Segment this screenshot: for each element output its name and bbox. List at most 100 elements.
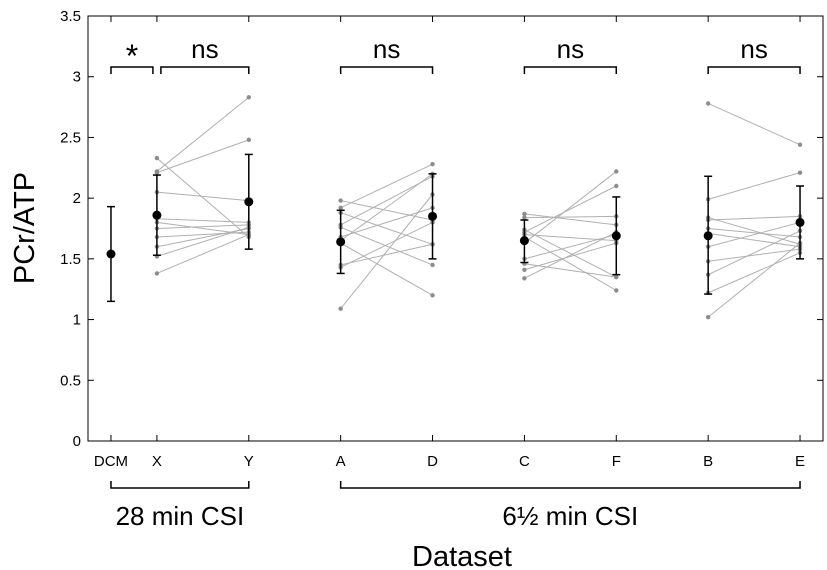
individual-point-a [338, 198, 343, 203]
x-tick-label-c: C [519, 453, 530, 470]
y-axis-title: PCr/ATP [9, 172, 41, 284]
individual-point-b [705, 101, 711, 106]
paired-line-c-f [524, 242, 617, 271]
x-tick-label-f: F [612, 453, 621, 470]
paired-line-c-f [524, 185, 617, 233]
individual-point-d [430, 161, 435, 167]
paired-line-a-d [340, 163, 433, 209]
significance-annotations: * ns ns ns ns [110, 34, 801, 74]
individual-point-e [797, 142, 803, 147]
paired-line-b-e [708, 232, 801, 248]
x-tick-label-a: A [336, 453, 346, 470]
paired-line-b-e [707, 252, 801, 294]
individual-point-c [522, 211, 527, 217]
individual-point-y [246, 137, 251, 143]
paired-line-a-d [340, 194, 433, 309]
paired-line-x-y [156, 231, 249, 238]
paired-line-a-d [340, 200, 433, 221]
paired-line-c-f [524, 236, 617, 291]
paired-line-b-e [708, 215, 801, 221]
x-axis-title: Dataset [412, 541, 512, 570]
y-tick-label: 3.5 [60, 8, 81, 25]
individual-point-x [154, 271, 160, 276]
significance-label-c-f: ns [557, 34, 584, 64]
significance-bracket-b-e [707, 66, 801, 74]
paired-line-c-f [524, 234, 617, 260]
individual-point-c [522, 215, 527, 220]
significance-bracket-dcm-x [110, 66, 154, 74]
group-label-6-min-csi: 6½ min CSI [502, 501, 638, 531]
individual-point-f [614, 169, 619, 174]
plot-frame [87, 15, 824, 442]
paired-line-a-d [340, 226, 433, 266]
mean-point-d [428, 211, 438, 221]
significance-label-a-d: ns [373, 34, 400, 64]
significance-label-b-e: ns [740, 34, 767, 64]
paired-line-x-y [156, 224, 249, 229]
significance-bracket-a-d [339, 66, 434, 74]
x-tick-label-dcm: DCM [94, 453, 128, 470]
individual-point-a [338, 306, 343, 311]
summary-points [106, 153, 805, 303]
paired-line-b-e [707, 242, 801, 318]
individual-point-d [430, 262, 435, 268]
mean-point-y [244, 197, 254, 207]
paired-line-x-y [156, 157, 250, 238]
paired-line-x-y [156, 234, 249, 274]
individual-point-e [797, 170, 803, 175]
significance-label-x-y: ns [191, 34, 218, 64]
mean-point-dcm [106, 249, 116, 259]
paired-line-x-y [156, 96, 250, 172]
individual-point-f [614, 274, 619, 280]
y-tick-label: 0 [73, 433, 81, 450]
paired-line-c-f [524, 229, 617, 278]
paired-line-a-d [340, 173, 433, 242]
mean-point-x [152, 210, 162, 220]
paired-line-b-e [707, 102, 801, 146]
paired-line-c-f [524, 171, 617, 244]
x-tick-label-x: X [152, 453, 162, 470]
mean-point-c [519, 236, 529, 246]
y-tick-label: 2.5 [60, 129, 81, 146]
group-label-28-min-csi: 28 min CSI [116, 501, 245, 531]
x-tick-label-d: D [427, 453, 438, 470]
paired-line-a-d [340, 212, 433, 245]
paired-line-b-e [708, 228, 801, 238]
mean-point-b [703, 231, 713, 241]
y-tick-label: 0.5 [60, 372, 81, 389]
paired-line-c-f [524, 213, 617, 226]
individual-point-c [522, 267, 527, 272]
individual-point-f [614, 288, 619, 293]
paired-line-b-e [708, 248, 801, 262]
significance-label-dcm-x: * [126, 38, 138, 74]
group-bracket-6-min-csi [339, 481, 801, 489]
paired-line-b-e [708, 217, 801, 245]
y-tick-label: 3 [73, 69, 81, 86]
y-tick-label: 1 [73, 312, 81, 329]
plot-axes: 0 0.5 1 1.5 2 2.5 3 3.5 DCM X Y A D C F B E [60, 8, 824, 470]
y-tick-label: 1.5 [60, 251, 81, 268]
mean-point-e [795, 217, 805, 227]
individual-point-x [154, 155, 160, 161]
individual-point-a [338, 205, 343, 211]
paired-line-c-f [524, 263, 617, 278]
x-tick-label-y: Y [244, 453, 254, 470]
paired-line-a-d [340, 207, 433, 238]
paired-line-b-e [708, 221, 801, 248]
significance-bracket-x-y [160, 66, 250, 74]
paired-line-b-e [708, 172, 801, 200]
mean-point-a [336, 237, 346, 247]
y-tick-label: 2 [73, 190, 81, 207]
paired-lines [154, 95, 803, 320]
individual-point-x [154, 170, 160, 175]
x-tick-label-b: B [703, 453, 713, 470]
paired-line-c-f [524, 215, 617, 219]
x-tick-label-e: E [795, 453, 805, 470]
paired-line-c-f [524, 231, 617, 279]
paired-line-c-f [524, 234, 617, 242]
individual-point-b [705, 314, 711, 320]
paired-line-x-y [156, 228, 249, 248]
paired-line-x-y [156, 226, 249, 257]
paired-line-a-d [340, 242, 433, 296]
